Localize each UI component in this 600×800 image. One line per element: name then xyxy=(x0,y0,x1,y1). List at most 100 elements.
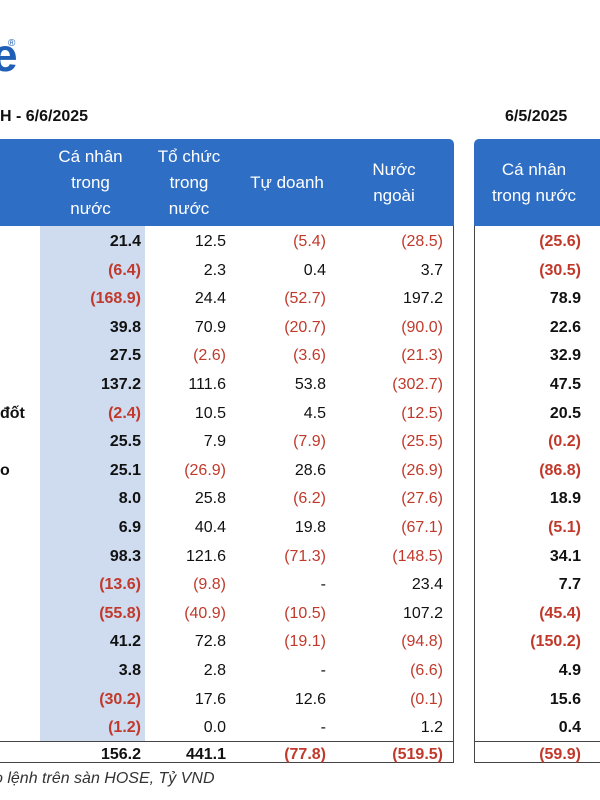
table-row: (1.2) 0.0 - 1.2 0.4 xyxy=(0,714,600,743)
row-label xyxy=(0,543,40,572)
total-to-chuc: 441.1 xyxy=(185,746,226,763)
row-label xyxy=(0,285,40,314)
table-frame-right xyxy=(474,226,600,763)
table-header-right: Cá nhân trong nước xyxy=(474,139,600,226)
cell-tu-doanh: (3.6) xyxy=(293,347,326,365)
cell-tu-doanh: (5.4) xyxy=(293,233,326,250)
cell-to-chuc: (26.9) xyxy=(184,461,226,479)
cell-nuoc-ngoai: (148.5) xyxy=(392,547,443,565)
cell-ca-nhan-prev: (25.6) xyxy=(539,233,581,250)
table-row: 8.0 25.8 (6.2) (27.6) 18.9 xyxy=(0,485,600,514)
total-divider-left xyxy=(0,741,454,742)
cell-nuoc-ngoai: 23.4 xyxy=(411,576,443,594)
cell-ca-nhan: 98.3 xyxy=(109,547,141,565)
table-row: 6.9 40.4 19.8 (67.1) (5.1) xyxy=(0,514,600,543)
cell-to-chuc: 70.9 xyxy=(194,318,226,336)
cell-ca-nhan-prev: 7.7 xyxy=(558,576,581,594)
cell-nuoc-ngoai: (94.8) xyxy=(401,633,443,651)
cell-ca-nhan: 21.4 xyxy=(109,233,141,250)
cell-ca-nhan: 25.1 xyxy=(109,461,141,479)
cell-ca-nhan-prev: (5.1) xyxy=(548,519,581,536)
row-label xyxy=(0,485,40,514)
cell-to-chuc: (9.8) xyxy=(193,576,226,594)
registered-mark: ® xyxy=(8,38,16,49)
row-label xyxy=(0,714,40,743)
table-row: 41.2 72.8 (19.1) (94.8) (150.2) xyxy=(0,628,600,657)
cell-to-chuc: 40.4 xyxy=(194,519,226,536)
table-row: o 25.1 (26.9) 28.6 (26.9) (86.8) xyxy=(0,457,600,486)
cell-to-chuc: 24.4 xyxy=(194,290,226,308)
cell-to-chuc: 25.8 xyxy=(194,490,226,508)
cell-to-chuc: 72.8 xyxy=(194,633,226,651)
total-tu-doanh: (77.8) xyxy=(284,746,326,763)
table-row: (55.8) (40.9) (10.5) 107.2 (45.4) xyxy=(0,600,600,629)
footnote: o lệnh trên sàn HOSE, Tỷ VND xyxy=(0,770,215,787)
row-label xyxy=(0,428,40,457)
cell-to-chuc: (2.6) xyxy=(193,347,226,365)
cell-tu-doanh: (52.7) xyxy=(284,290,326,308)
cell-ca-nhan: (1.2) xyxy=(108,719,141,737)
cell-to-chuc: 2.8 xyxy=(203,662,226,679)
header-ca-nhan: Cá nhân trong nước xyxy=(58,146,123,218)
row-label xyxy=(0,628,40,657)
brand-logo: e xyxy=(0,29,18,81)
cell-ca-nhan: (168.9) xyxy=(90,290,141,308)
cell-ca-nhan: 41.2 xyxy=(109,633,141,651)
cell-nuoc-ngoai: (28.5) xyxy=(401,233,443,250)
cell-ca-nhan-prev: 15.6 xyxy=(549,690,581,708)
table-row: 25.5 7.9 (7.9) (25.5) (0.2) xyxy=(0,428,600,457)
cell-nuoc-ngoai: 107.2 xyxy=(402,604,443,622)
cell-ca-nhan: (55.8) xyxy=(99,604,141,622)
row-label xyxy=(0,342,40,371)
cell-nuoc-ngoai: (67.1) xyxy=(401,519,443,536)
cell-to-chuc: 7.9 xyxy=(203,433,226,451)
date-title-right: 6/5/2025 xyxy=(505,108,568,125)
cell-tu-doanh: - xyxy=(320,662,326,679)
cell-ca-nhan-prev: 34.1 xyxy=(549,547,581,565)
cell-ca-nhan: 25.5 xyxy=(109,433,141,451)
table-row: (6.4) 2.3 0.4 3.7 (30.5) xyxy=(0,257,600,286)
cell-ca-nhan: 39.8 xyxy=(109,318,141,336)
row-label: đốt xyxy=(0,404,25,422)
table-row: 39.8 70.9 (20.7) (90.0) 22.6 xyxy=(0,314,600,343)
cell-nuoc-ngoai: (21.3) xyxy=(401,347,443,365)
cell-tu-doanh: (20.7) xyxy=(284,318,326,336)
cell-ca-nhan-prev: (0.2) xyxy=(548,433,581,451)
table-row: 27.5 (2.6) (3.6) (21.3) 32.9 xyxy=(0,342,600,371)
cell-tu-doanh: 28.6 xyxy=(294,461,326,479)
cell-ca-nhan: 8.0 xyxy=(118,490,141,508)
cell-to-chuc: 12.5 xyxy=(194,233,226,250)
cell-ca-nhan: (30.2) xyxy=(99,690,141,708)
cell-tu-doanh: - xyxy=(320,719,326,737)
header-tu-doanh: Tự doanh xyxy=(250,172,324,192)
row-label xyxy=(0,228,40,257)
cell-to-chuc: 121.6 xyxy=(185,547,226,565)
cell-ca-nhan-prev: (30.5) xyxy=(539,261,581,279)
row-label xyxy=(0,257,40,286)
cell-ca-nhan: (6.4) xyxy=(108,261,141,279)
cell-tu-doanh: - xyxy=(320,576,326,594)
total-ca-nhan-prev: (59.9) xyxy=(539,746,581,763)
highlight-column xyxy=(40,226,145,741)
cell-tu-doanh: 12.6 xyxy=(294,690,326,708)
cell-ca-nhan: (2.4) xyxy=(108,404,141,422)
cell-nuoc-ngoai: (27.6) xyxy=(401,490,443,508)
cell-nuoc-ngoai: 197.2 xyxy=(402,290,443,308)
cell-nuoc-ngoai: (25.5) xyxy=(401,433,443,451)
cell-ca-nhan-prev: (150.2) xyxy=(530,633,581,651)
cell-ca-nhan: (13.6) xyxy=(99,576,141,594)
table-row: 137.2 111.6 53.8 (302.7) 47.5 xyxy=(0,371,600,400)
row-label xyxy=(0,657,40,686)
row-label xyxy=(0,686,40,715)
cell-ca-nhan-prev: 4.9 xyxy=(558,662,581,679)
row-label: o xyxy=(0,461,10,479)
total-divider-right xyxy=(474,741,600,742)
row-label xyxy=(0,371,40,400)
cell-tu-doanh: 19.8 xyxy=(294,519,326,536)
cell-tu-doanh: 0.4 xyxy=(303,261,326,279)
total-nuoc-ngoai: (519.5) xyxy=(392,746,443,763)
cell-to-chuc: (40.9) xyxy=(184,604,226,622)
cell-tu-doanh: (10.5) xyxy=(284,604,326,622)
cell-nuoc-ngoai: (90.0) xyxy=(401,318,443,336)
cell-ca-nhan-prev: 47.5 xyxy=(549,376,581,393)
